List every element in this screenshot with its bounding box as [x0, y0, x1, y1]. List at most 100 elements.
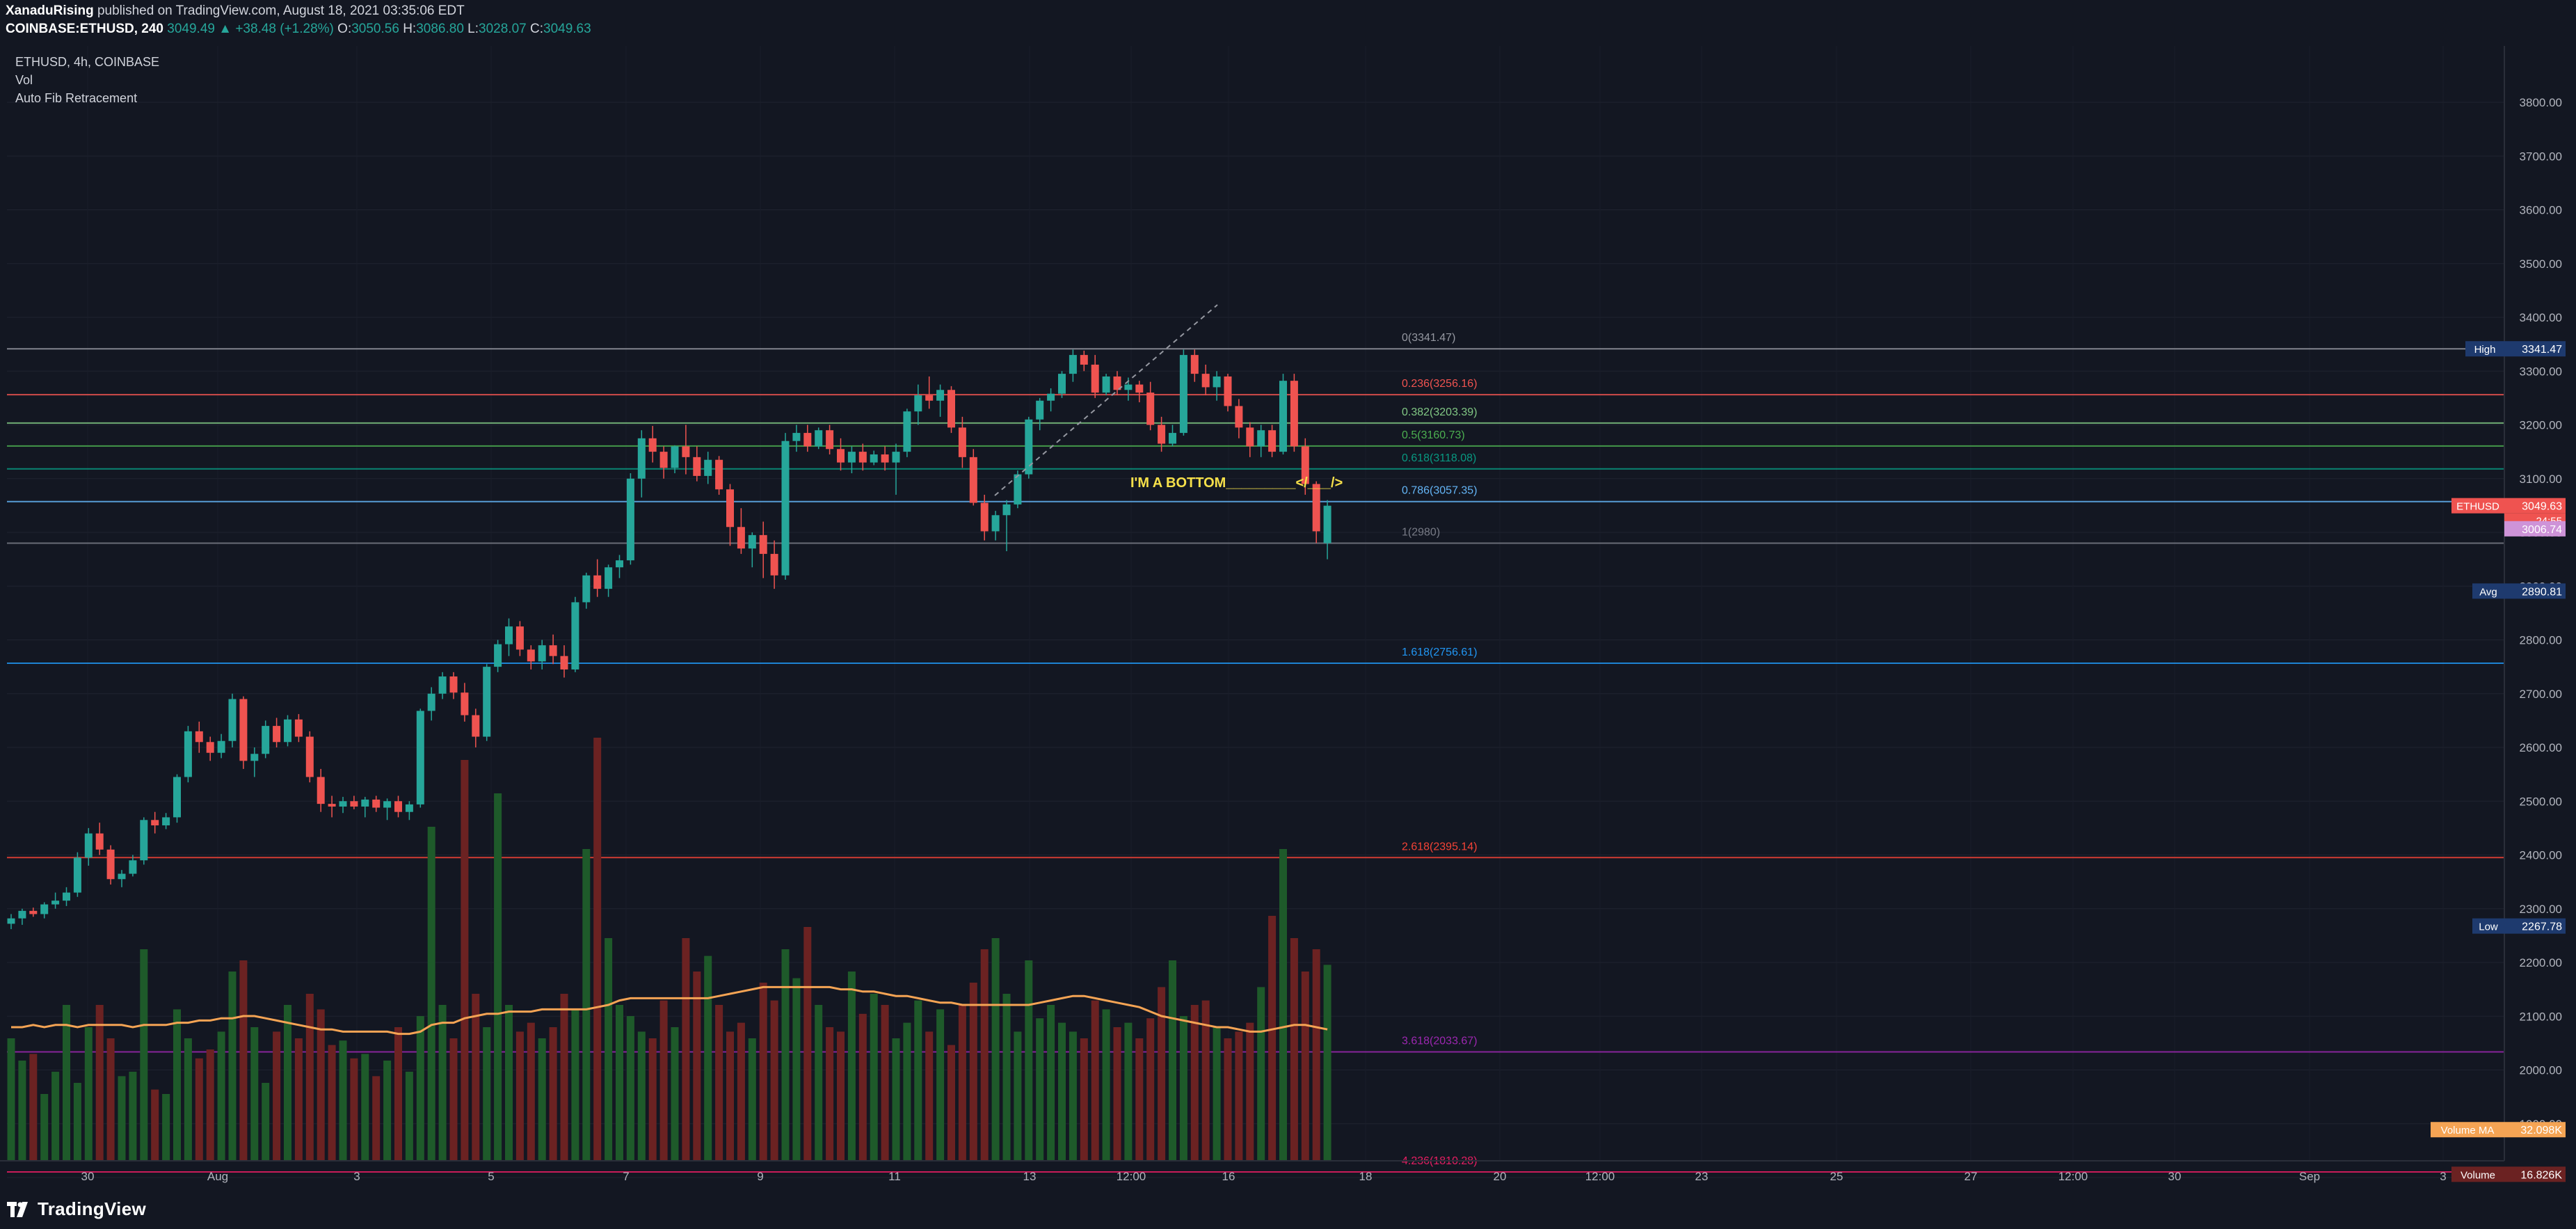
volume-bar: [991, 938, 1000, 1161]
price-tag-value: 16.826K: [2520, 1169, 2562, 1181]
fib-level-label: 2.618(2395.14): [1402, 841, 1478, 853]
tradingview-logo[interactable]: TradingView: [7, 1198, 146, 1220]
time-tick-label: Sep: [2299, 1170, 2320, 1183]
volume-bar: [515, 1031, 524, 1161]
volume-bar: [1113, 1027, 1121, 1161]
candle-body: [483, 667, 491, 737]
price-tick-label: 2100.00: [2520, 1010, 2562, 1023]
price-tick-label: 3700.00: [2520, 150, 2562, 163]
price-tick-label: 2200.00: [2520, 956, 2562, 969]
volume-bar: [405, 1072, 413, 1161]
price-tag-label: High: [2474, 344, 2496, 356]
volume-bar: [1279, 849, 1287, 1161]
candle-body: [184, 731, 192, 777]
volume-bar: [726, 1031, 734, 1161]
price-tag-value-bg: [2504, 498, 2566, 514]
volume-bar: [184, 1038, 192, 1161]
volume-bar: [162, 1094, 170, 1161]
volume-bar: [1213, 1027, 1221, 1161]
time-tick-label: 23: [1695, 1170, 1709, 1183]
candle-body: [151, 820, 159, 826]
volume-bar: [1169, 960, 1176, 1161]
price-tag-value-bg: [2504, 521, 2566, 537]
candle-body: [250, 754, 259, 761]
volume-bar: [1201, 1000, 1210, 1161]
time-axis[interactable]: 30 Aug 3 5 7 9 11 13 12:00 16 18 20 12:00 23 25 27 12:00…: [0, 1160, 2504, 1183]
volume-bar: [903, 1022, 911, 1161]
volume-bar: [560, 994, 568, 1161]
volume-bar: [837, 1031, 845, 1161]
candle-body: [1179, 355, 1187, 434]
price-tick-label: 2500.00: [2520, 795, 2562, 808]
volume-bar: [969, 983, 977, 1161]
candle-body: [515, 626, 524, 650]
candle-body: [659, 452, 668, 468]
candle-body: [162, 817, 170, 826]
candle-body: [394, 801, 402, 812]
publisher-name[interactable]: XanaduRising: [6, 3, 94, 18]
candle-body: [881, 454, 889, 463]
volume-bar: [7, 1038, 15, 1161]
candle-body: [748, 534, 756, 549]
candle-body: [582, 575, 591, 603]
candle-body: [305, 736, 314, 777]
volume-bar: [1190, 1005, 1199, 1161]
volume-bar: [1323, 965, 1331, 1161]
price-tag-label: ETHUSD: [2456, 501, 2499, 513]
volume-bar: [616, 1005, 623, 1161]
volume-bar: [294, 1038, 303, 1161]
legend-vol[interactable]: Vol: [15, 73, 33, 87]
volume-bar: [527, 1022, 535, 1161]
volume-bar: [40, 1094, 49, 1161]
candle-body: [958, 427, 966, 457]
fib-level-label: 0.618(3118.08): [1402, 452, 1476, 464]
price-tag-label: Volume: [2461, 1169, 2495, 1181]
volume-bar: [847, 972, 856, 1161]
volume-bar: [693, 972, 701, 1161]
volume-bar: [350, 1058, 358, 1161]
candle-body: [549, 645, 557, 656]
price-tag-label-bg: [2472, 583, 2504, 599]
price-chart[interactable]: 0(3341.47) 0.236(3256.16) 0.382(3203.39) 0.…: [0, 46, 2576, 1190]
time-tick-label: 5: [488, 1170, 494, 1183]
legend-symbol[interactable]: ETHUSD, 4h, COINBASE: [15, 55, 160, 69]
candle-body: [1290, 381, 1298, 447]
candle-body: [969, 457, 977, 503]
volume-bar: [914, 1000, 922, 1161]
volume-bar: [29, 1054, 38, 1161]
volume-bar: [1146, 1018, 1155, 1161]
symbol-line[interactable]: COINBASE:ETHUSD, 240: [6, 22, 163, 36]
legend-fib[interactable]: Auto Fib Retracement: [15, 91, 138, 105]
candle-body: [847, 452, 856, 463]
time-tick-label: 7: [623, 1170, 629, 1183]
candle-body: [682, 446, 690, 457]
candle-body: [29, 910, 38, 914]
candle-body: [416, 711, 424, 804]
volume-bar: [250, 1027, 259, 1161]
candle-body: [106, 849, 115, 880]
price-tick-label: 3400.00: [2520, 311, 2562, 324]
volume-bar: [95, 1005, 104, 1161]
candle-body: [781, 441, 790, 576]
volume-bar: [1268, 916, 1277, 1161]
volume-bar: [73, 1083, 81, 1161]
candle-body: [1224, 376, 1232, 406]
volume-bar: [217, 1031, 225, 1161]
price-tick-label: 3300.00: [2520, 365, 2562, 378]
volume-bar: [438, 1005, 447, 1161]
fib-level-label: 0.786(3057.35): [1402, 485, 1478, 497]
price-tag-value-bg: [2504, 1166, 2566, 1182]
time-tick-label: 25: [1830, 1170, 1843, 1183]
volume-bar: [273, 1031, 281, 1161]
volume-bar: [1135, 1038, 1144, 1161]
ohlc-line: COINBASE:ETHUSD, 240 3049.49 ▲ +38.48 (+…: [6, 21, 591, 38]
volume-bar: [505, 1005, 513, 1161]
candle-body: [118, 873, 126, 880]
volume-bar: [1235, 1031, 1243, 1161]
volume-bar: [1312, 949, 1320, 1161]
candle-body: [129, 860, 137, 874]
fib-level-label: 0.5(3160.73): [1402, 429, 1465, 441]
candle-body: [40, 904, 49, 914]
candle-body: [328, 804, 336, 807]
volume-bar: [936, 1009, 945, 1161]
